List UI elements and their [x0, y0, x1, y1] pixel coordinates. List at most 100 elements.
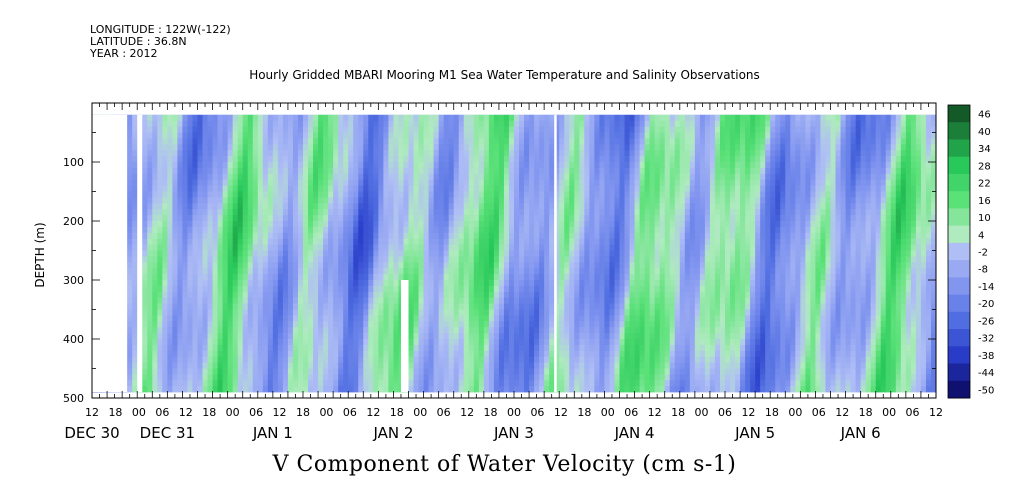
heatmap-cell	[227, 333, 233, 340]
heatmap-cell	[257, 256, 264, 263]
heatmap-cell	[589, 162, 595, 169]
heatmap-cell	[549, 380, 555, 387]
heatmap-cell	[564, 256, 570, 263]
heatmap-cell	[182, 215, 188, 222]
heatmap-cell	[252, 250, 259, 257]
heatmap-cell	[508, 126, 515, 133]
heatmap-cell	[529, 315, 535, 322]
heatmap-cell	[398, 262, 404, 269]
heatmap-cell	[564, 156, 570, 163]
heatmap-cell	[202, 285, 208, 293]
heatmap-cell	[267, 179, 274, 186]
heatmap-cell	[217, 356, 223, 363]
heatmap-cell	[483, 150, 490, 157]
heatmap-cell	[272, 380, 279, 387]
heatmap-cell	[222, 185, 228, 192]
heatmap-cell	[373, 368, 379, 375]
heatmap-cell	[348, 327, 354, 334]
heatmap-cell	[403, 150, 409, 157]
heatmap-cell	[262, 315, 269, 322]
heatmap-cell	[358, 368, 364, 375]
heatmap-cell	[318, 197, 324, 204]
heatmap-cell	[594, 274, 600, 281]
heatmap-cell	[413, 380, 419, 387]
heatmap-cell	[453, 238, 460, 245]
heatmap-cell	[493, 274, 500, 281]
heatmap-cell	[534, 191, 540, 198]
heatmap-cell	[418, 250, 424, 257]
heatmap-cell	[524, 162, 530, 169]
heatmap-cell	[308, 303, 314, 310]
heatmap-cell	[458, 327, 465, 334]
heatmap-cell	[508, 303, 515, 310]
heatmap-cell	[458, 185, 465, 192]
heatmap-cell	[172, 297, 178, 304]
heatmap-cell	[534, 173, 540, 180]
heatmap-cell	[247, 221, 254, 228]
heatmap-cell	[277, 262, 284, 269]
heatmap-cell	[433, 309, 439, 316]
heatmap-cell	[152, 197, 158, 204]
heatmap-cell	[272, 356, 279, 363]
heatmap-cell	[358, 356, 364, 363]
heatmap-cell	[478, 215, 485, 222]
heatmap-cell	[624, 144, 630, 151]
heatmap-cell	[569, 327, 575, 334]
heatmap-cell	[514, 368, 520, 375]
heatmap-cell	[292, 386, 299, 393]
heatmap-cell	[147, 197, 153, 204]
heatmap-cell	[599, 285, 605, 293]
heatmap-cell	[363, 114, 369, 121]
heatmap-cell	[519, 232, 525, 239]
heatmap-cell	[363, 173, 369, 180]
heatmap-cell	[373, 380, 379, 387]
heatmap-cell	[448, 256, 455, 263]
heatmap-cell	[142, 297, 148, 304]
heatmap-cell	[378, 333, 384, 340]
heatmap-cell	[232, 356, 238, 363]
heatmap-cell	[383, 244, 389, 251]
heatmap-cell	[338, 356, 344, 363]
heatmap-cell	[398, 138, 404, 145]
heatmap-cell	[604, 362, 610, 369]
heatmap-cell	[393, 327, 399, 334]
heatmap-cell	[594, 179, 600, 186]
heatmap-cell	[323, 226, 329, 234]
heatmap-cell	[493, 350, 500, 357]
heatmap-cell	[398, 197, 404, 204]
heatmap-cell	[197, 120, 203, 127]
heatmap-cell	[308, 250, 314, 257]
heatmap-cell	[353, 173, 359, 180]
heatmap-cell	[529, 280, 535, 287]
heatmap-cell	[589, 327, 595, 334]
heatmap-cell	[428, 120, 434, 127]
heatmap-cell	[363, 191, 369, 198]
heatmap-cell	[237, 167, 244, 175]
heatmap-cell	[348, 144, 354, 151]
heatmap-cell	[498, 350, 505, 357]
heatmap-cell	[544, 150, 550, 157]
heatmap-cell	[463, 368, 470, 375]
heatmap-cell	[232, 167, 238, 175]
heatmap-cell	[438, 126, 444, 133]
heatmap-cell	[448, 150, 455, 157]
heatmap-cell	[373, 339, 379, 346]
heatmap-cell	[383, 285, 389, 293]
heatmap-cell	[318, 238, 324, 245]
heatmap-cell	[398, 238, 404, 245]
heatmap-cell	[413, 167, 419, 175]
heatmap-cell	[237, 344, 244, 352]
heatmap-cell	[247, 167, 254, 175]
heatmap-cell	[162, 209, 168, 216]
heatmap-cell	[609, 209, 615, 216]
heatmap-cell	[147, 173, 153, 180]
heatmap-cell	[287, 156, 294, 163]
heatmap-cell	[292, 297, 299, 304]
heatmap-cell	[529, 309, 535, 316]
heatmap-cell	[333, 327, 339, 334]
heatmap-cell	[428, 291, 434, 298]
heatmap-cell	[308, 350, 314, 357]
heatmap-cell	[313, 250, 319, 257]
heatmap-cell	[393, 126, 399, 133]
heatmap-cell	[483, 327, 490, 334]
